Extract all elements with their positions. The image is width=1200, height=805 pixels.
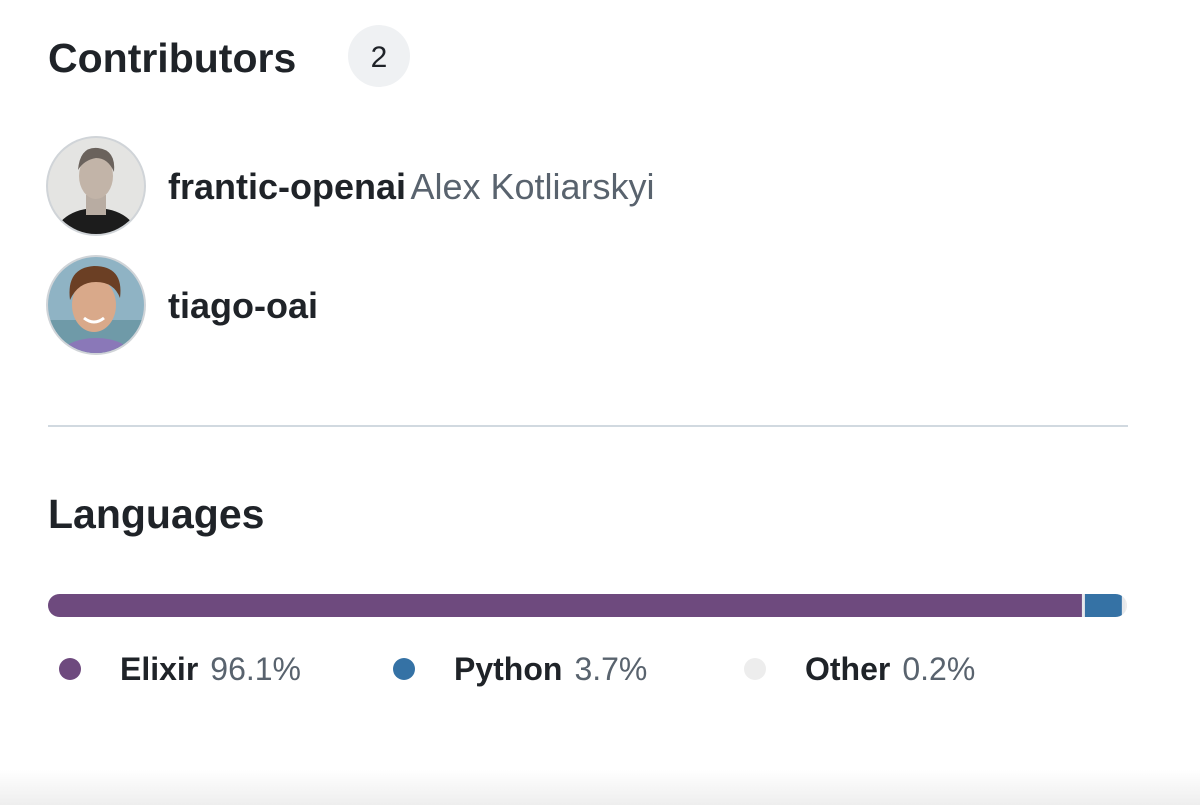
- avatar[interactable]: [46, 255, 146, 370]
- avatar[interactable]: [46, 136, 146, 268]
- language-name: Elixir: [120, 651, 198, 687]
- language-segment: [1124, 594, 1127, 617]
- language-name: Other: [805, 651, 890, 687]
- username[interactable]: frantic-openai: [168, 166, 406, 207]
- section-title: Contributors: [48, 35, 296, 81]
- bottom-shadow: [0, 770, 1200, 805]
- count-badge: [348, 25, 410, 87]
- language-percent: 3.7%: [574, 651, 647, 687]
- language-segments: [48, 594, 1127, 617]
- language-percent: 0.2%: [902, 651, 975, 687]
- legend-item[interactable]: Elixir 96.1%: [59, 651, 301, 687]
- legend-dot: [744, 658, 766, 680]
- language-percent: 96.1%: [210, 651, 301, 687]
- language-segment: [48, 594, 1082, 617]
- contributor[interactable]: frantic-openai Alex Kotliarskyi: [168, 166, 655, 207]
- legend-item[interactable]: Python 3.7%: [393, 651, 647, 687]
- legend-item[interactable]: Other 0.2%: [744, 651, 975, 687]
- legend-text: Elixir 96.1%: [120, 651, 301, 687]
- legend-dot: [393, 658, 415, 680]
- username[interactable]: tiago-oai: [168, 285, 318, 326]
- full-name: Alex Kotliarskyi: [410, 166, 654, 207]
- section-title: Languages: [48, 491, 264, 537]
- count: 2: [371, 41, 388, 74]
- language-segment: [1084, 594, 1122, 617]
- language-legend: Elixir 96.1% Python 3.7% Other 0.2%: [59, 651, 975, 687]
- legend-dot: [59, 658, 81, 680]
- legend-text: Python 3.7%: [454, 651, 647, 687]
- language-name: Python: [454, 651, 562, 687]
- legend-text: Other 0.2%: [805, 651, 975, 687]
